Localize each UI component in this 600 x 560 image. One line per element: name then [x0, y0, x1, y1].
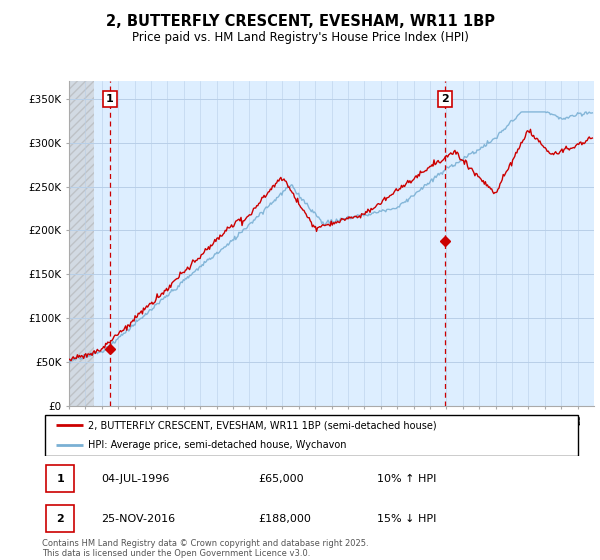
FancyBboxPatch shape: [45, 416, 578, 456]
FancyBboxPatch shape: [46, 465, 74, 492]
Text: Price paid vs. HM Land Registry's House Price Index (HPI): Price paid vs. HM Land Registry's House …: [131, 31, 469, 44]
Text: 04-JUL-1996: 04-JUL-1996: [101, 474, 170, 484]
Text: Contains HM Land Registry data © Crown copyright and database right 2025.
This d: Contains HM Land Registry data © Crown c…: [42, 539, 368, 558]
FancyBboxPatch shape: [46, 505, 74, 533]
Text: 2, BUTTERFLY CRESCENT, EVESHAM, WR11 1BP (semi-detached house): 2, BUTTERFLY CRESCENT, EVESHAM, WR11 1BP…: [88, 421, 437, 430]
Text: HPI: Average price, semi-detached house, Wychavon: HPI: Average price, semi-detached house,…: [88, 441, 346, 450]
Bar: [69, 81, 94, 406]
Text: 1: 1: [106, 94, 114, 104]
Bar: [94, 81, 594, 406]
Text: 25-NOV-2016: 25-NOV-2016: [101, 514, 176, 524]
Text: 1: 1: [56, 474, 64, 484]
Text: 2: 2: [56, 514, 64, 524]
Text: 15% ↓ HPI: 15% ↓ HPI: [377, 514, 436, 524]
Text: 2, BUTTERFLY CRESCENT, EVESHAM, WR11 1BP: 2, BUTTERFLY CRESCENT, EVESHAM, WR11 1BP: [106, 14, 494, 29]
Text: £65,000: £65,000: [258, 474, 304, 484]
Text: £188,000: £188,000: [258, 514, 311, 524]
Text: 2: 2: [441, 94, 449, 104]
Text: 10% ↑ HPI: 10% ↑ HPI: [377, 474, 436, 484]
